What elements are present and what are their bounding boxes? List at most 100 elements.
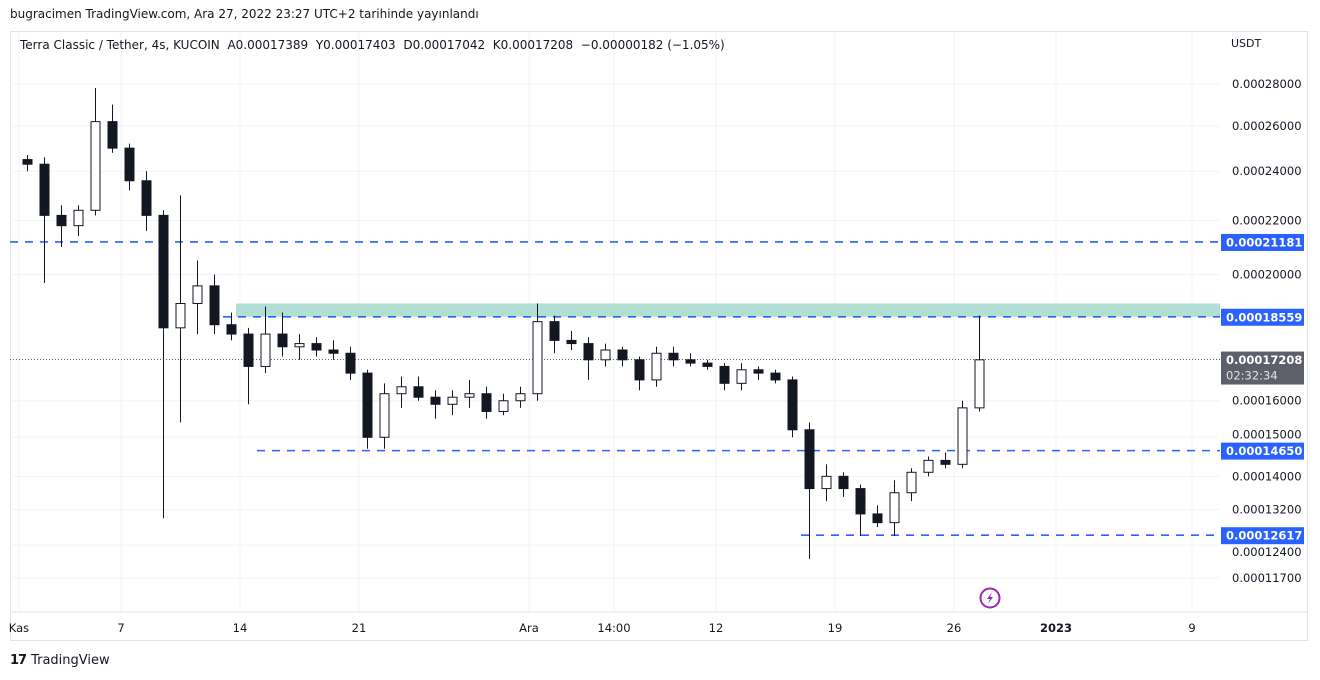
candle-body <box>940 459 951 465</box>
countdown-label: 02:32:34 <box>1226 369 1278 383</box>
candle-body <box>634 359 645 381</box>
brand-name: TradingView <box>31 653 110 668</box>
candle-body <box>753 369 764 374</box>
candle-body <box>481 393 492 412</box>
candle-body <box>107 121 118 149</box>
y-tick-label: 0.00026000 <box>1232 119 1302 133</box>
y-tick-label: 0.00012400 <box>1232 545 1302 559</box>
change-value: −0.00000182 (−1.05%) <box>580 38 725 52</box>
currency-unit[interactable]: USDT <box>1231 37 1262 50</box>
candle-body <box>770 372 781 381</box>
candle-body <box>413 386 424 398</box>
candle-body <box>90 121 101 211</box>
footer-brand[interactable]: 𝟭𝟳 TradingView <box>10 653 110 668</box>
x-tick-label: 14 <box>233 621 248 635</box>
y-tick-label: 0.00022000 <box>1232 213 1302 227</box>
y-tick-label: 0.00016000 <box>1232 394 1302 408</box>
candle-body <box>532 321 543 395</box>
horizontal-lines <box>10 241 1220 536</box>
x-tick-label: Ara <box>519 621 539 635</box>
publish-note: bugracimen TradingView.com, Ara 27, 2022… <box>10 7 479 21</box>
candle-body <box>294 343 305 348</box>
y-tick-label: 0.00024000 <box>1232 164 1302 178</box>
candle-body <box>515 393 526 402</box>
candle-body <box>583 343 594 361</box>
x-tick-label: 21 <box>352 621 367 635</box>
candle-body <box>22 159 33 165</box>
resistance-zone <box>236 303 1220 317</box>
zone-rect <box>236 303 1220 317</box>
close-value: K0.00017208 <box>492 38 574 52</box>
candle-body <box>243 333 254 367</box>
x-tick-label: 19 <box>828 621 843 635</box>
x-tick-label: Kas <box>9 621 29 635</box>
last-price-label: 0.00017208 <box>1226 353 1302 367</box>
price-tag-label: 0.00014650 <box>1226 444 1302 458</box>
candle-body <box>158 214 169 329</box>
price-tag-label: 0.00021181 <box>1226 235 1302 249</box>
symbol-legend: Terra Classic / Tether, 4s, KUCOIN A0.00… <box>20 38 725 52</box>
x-tick-label: 14:00 <box>597 621 630 635</box>
candle-body <box>821 475 832 490</box>
x-tick-label: 2023 <box>1040 621 1072 635</box>
candle-body <box>464 393 475 398</box>
candle-body <box>226 324 237 335</box>
price-tag-bg <box>1221 527 1304 545</box>
candle-body <box>192 285 203 304</box>
candles <box>22 88 985 559</box>
price-tag-bg <box>1221 308 1304 326</box>
candle-body <box>617 349 628 361</box>
candle-body <box>600 349 611 361</box>
y-tick-label: 0.00015000 <box>1232 428 1302 442</box>
candle-body <box>906 471 917 494</box>
candle-body <box>430 396 441 405</box>
candle-body <box>141 180 152 216</box>
high-value: Y0.00017403 <box>315 38 396 52</box>
candle-body <box>566 339 577 345</box>
candle-body <box>719 365 730 384</box>
price-tag-bg <box>1221 442 1304 460</box>
price-tag-label: 0.00018559 <box>1226 310 1302 324</box>
candle-body <box>889 492 900 524</box>
candle-body <box>685 359 696 364</box>
candle-body <box>209 285 220 326</box>
candle-body <box>345 352 356 374</box>
y-tick-label: 0.00014000 <box>1232 469 1302 483</box>
candle-body <box>872 513 883 524</box>
grid <box>10 32 1308 613</box>
open-value: A0.00017389 <box>227 38 309 52</box>
tradingview-logo-icon: 𝟭𝟳 <box>10 653 27 668</box>
time-axis: Kas 7 14 21 Ara 14:00 12 19 26 2023 9 <box>9 621 1196 635</box>
symbol-name[interactable]: Terra Classic / Tether, 4s, KUCOIN <box>20 38 220 52</box>
candle-body <box>73 209 84 227</box>
candle-body <box>549 321 560 341</box>
candle-body <box>651 352 662 381</box>
price-axis: 0.00028000 0.00026000 0.00024000 0.00022000… <box>1232 77 1302 585</box>
x-tick-label: 26 <box>947 621 962 635</box>
candle-body <box>328 349 339 354</box>
candle-body <box>277 333 288 348</box>
alert-icon[interactable] <box>979 587 1001 609</box>
price-tags: 0.00021181 0.00018559 0.00014650 0.00012617… <box>1221 233 1304 545</box>
y-tick-label: 0.00020000 <box>1232 267 1302 281</box>
price-tag-label: 0.00012617 <box>1226 529 1302 543</box>
candle-body <box>56 214 67 227</box>
candle-body <box>923 459 934 473</box>
candle-body <box>838 475 849 490</box>
low-value: D0.00017042 <box>403 38 486 52</box>
candle-body <box>668 352 679 361</box>
y-tick-label: 0.00028000 <box>1232 77 1302 91</box>
last-price-tag-bg <box>1221 351 1304 385</box>
x-tick-label: 7 <box>117 621 124 635</box>
candle-body <box>260 333 271 367</box>
candle-body <box>311 343 322 351</box>
candle-body <box>362 372 373 438</box>
x-tick-label: 9 <box>1188 621 1195 635</box>
price-tag-bg <box>1221 233 1304 251</box>
candle-body <box>736 369 747 384</box>
candle-body <box>702 362 713 367</box>
candle-body <box>396 386 407 395</box>
chart-frame <box>10 31 1308 641</box>
candle-body <box>855 488 866 515</box>
